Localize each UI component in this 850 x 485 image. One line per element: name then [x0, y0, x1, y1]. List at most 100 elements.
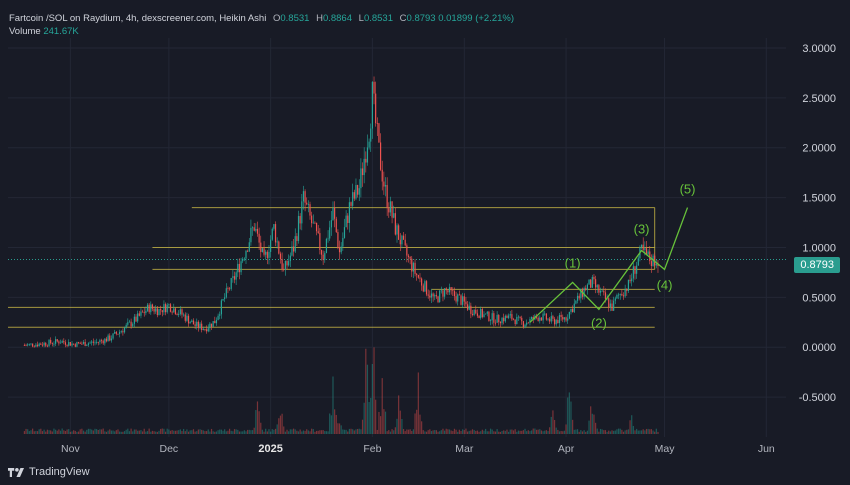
candle-body [225, 288, 227, 298]
candle-body [421, 278, 423, 286]
candle-body [76, 342, 78, 347]
candle-body [622, 295, 625, 297]
volume-bar [396, 418, 398, 434]
volume-bar [595, 422, 597, 434]
volume-bar [251, 430, 254, 434]
volume-bar [453, 428, 456, 434]
volume-bar [209, 431, 211, 434]
candle-body [160, 309, 162, 311]
candle-body [28, 343, 30, 345]
candle-body [210, 323, 213, 327]
volume-bar [437, 431, 439, 434]
volume-bar [288, 431, 290, 434]
candle-body [371, 81, 373, 129]
candle-body [77, 342, 80, 344]
candle-body [58, 341, 60, 344]
volume-bar [194, 431, 196, 434]
tradingview-branding[interactable]: TradingView [8, 466, 90, 478]
candle-body [542, 313, 544, 321]
candle-body [255, 228, 257, 231]
volume-bar [448, 429, 451, 434]
candle-body [427, 294, 429, 296]
volume-bar [348, 428, 351, 434]
volume-bar [365, 348, 367, 434]
volume-bar [138, 430, 140, 434]
candle-body [271, 228, 273, 240]
volume-bar [73, 430, 75, 434]
candle-body [627, 279, 630, 291]
volume-bar [82, 430, 85, 434]
volume-bar [654, 431, 656, 434]
volume-bar [555, 427, 557, 434]
volume-bar [102, 428, 104, 434]
volume-bar [611, 430, 613, 434]
volume-bar [186, 429, 188, 434]
volume-bar [409, 429, 411, 434]
candle-body [558, 314, 561, 324]
volume-bar [137, 430, 139, 434]
candle-body [552, 316, 554, 319]
volume-bar [572, 419, 574, 434]
candle-body [443, 288, 446, 297]
candle-body [109, 335, 111, 341]
candle-body [529, 318, 531, 323]
candle-body [148, 304, 150, 313]
candle-body [463, 296, 465, 302]
volume-bar [168, 429, 170, 434]
volume-bar [114, 431, 116, 434]
volume-bar [289, 429, 291, 434]
volume-bar [207, 429, 209, 434]
candle-body [219, 314, 221, 316]
volume-bar [158, 430, 160, 434]
volume-bar [335, 414, 337, 434]
volume-bar [35, 430, 37, 434]
volume-bar [84, 431, 86, 434]
volume-bar [540, 430, 543, 434]
candle-body [138, 313, 140, 316]
volume-bar [404, 431, 406, 434]
volume-bar [312, 429, 314, 434]
volume-bar [601, 429, 603, 434]
volume-bar [350, 428, 352, 434]
candle-body [593, 276, 595, 280]
candle-body [636, 265, 638, 274]
volume-bar [128, 431, 131, 434]
volume-bar [347, 431, 349, 434]
volume-bar [613, 430, 615, 434]
candle-body [399, 239, 401, 245]
volume-bar [27, 429, 29, 434]
candle-body [169, 304, 172, 312]
volume-bar [373, 347, 375, 434]
volume-bar [304, 430, 306, 434]
candle-body [517, 316, 520, 318]
volume-bar [340, 425, 342, 434]
volume-bar [465, 428, 467, 434]
candle-body [117, 333, 119, 335]
volume-bar [161, 428, 163, 434]
volume-bar [253, 427, 255, 434]
candle-body [197, 321, 199, 328]
high-value: 0.8864 [322, 13, 352, 24]
candle-body [388, 208, 390, 213]
candle-body [209, 323, 211, 329]
volume-bar [427, 430, 429, 434]
candle-body [532, 316, 534, 320]
volume-bar [424, 431, 426, 434]
volume-bar [232, 431, 234, 434]
candle-body [245, 250, 247, 259]
volume-bar [550, 416, 552, 434]
candle-body [102, 340, 104, 344]
candle-body [516, 316, 518, 325]
price-tick-label: 2.5000 [802, 93, 836, 105]
price-tick-label: -0.5000 [799, 392, 836, 404]
volume-bar [529, 431, 531, 434]
candle-body [183, 314, 185, 316]
candle-body [140, 311, 142, 316]
candle-body [45, 342, 47, 346]
candle-body [104, 338, 106, 344]
candle-body [393, 213, 395, 218]
volume-bar [309, 431, 311, 434]
volume-bar [627, 429, 630, 434]
volume-bar [225, 431, 227, 434]
